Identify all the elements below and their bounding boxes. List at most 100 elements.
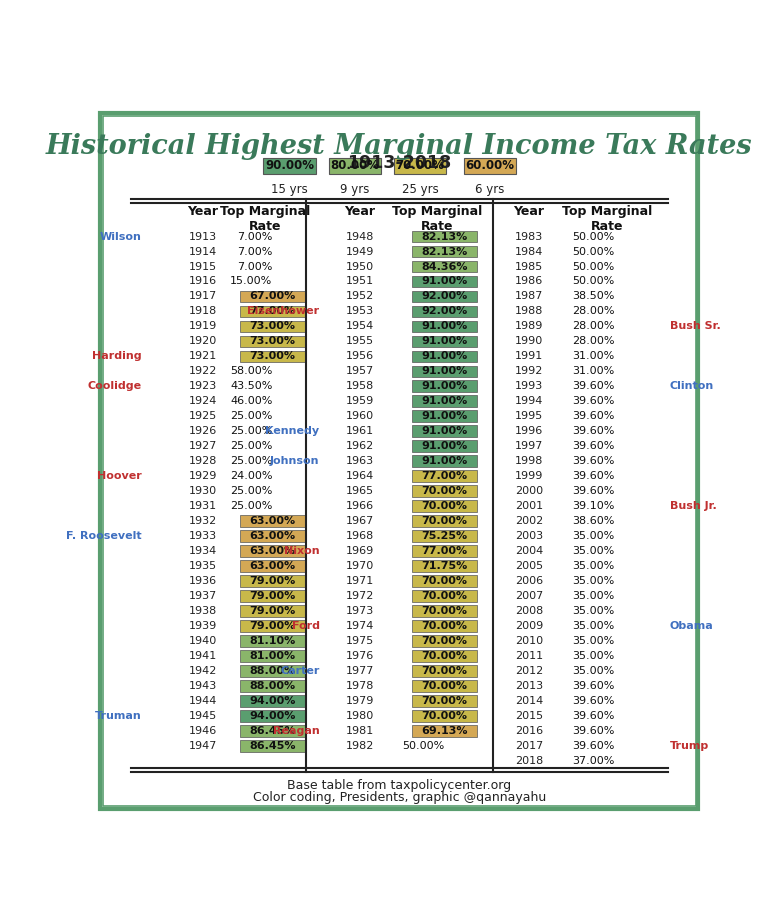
Text: 91.00%: 91.00% — [421, 426, 467, 436]
Text: 2011: 2011 — [515, 651, 543, 661]
Text: Truman: Truman — [95, 711, 142, 721]
Text: 73.00%: 73.00% — [249, 336, 295, 346]
Text: 1962: 1962 — [346, 441, 374, 451]
Text: 1982: 1982 — [346, 740, 374, 750]
Text: 1977: 1977 — [346, 666, 374, 676]
Text: 2004: 2004 — [515, 546, 543, 556]
Text: 35.00%: 35.00% — [573, 591, 615, 601]
Text: Color coding, Presidents, graphic @qannayahu: Color coding, Presidents, graphic @qanna… — [252, 792, 546, 804]
Text: 1981: 1981 — [346, 726, 374, 736]
Text: 1933: 1933 — [189, 531, 217, 541]
Text: 1935: 1935 — [189, 561, 217, 571]
Bar — [412, 290, 477, 302]
Bar — [240, 635, 305, 646]
Text: 43.50%: 43.50% — [230, 382, 273, 392]
Text: 35.00%: 35.00% — [573, 606, 615, 616]
Text: 37.00%: 37.00% — [573, 756, 615, 766]
Bar — [412, 231, 477, 243]
Text: 50.00%: 50.00% — [573, 232, 615, 242]
Text: 86.45%: 86.45% — [249, 740, 296, 750]
Bar — [412, 381, 477, 393]
Text: 2001: 2001 — [515, 501, 543, 511]
Bar — [412, 351, 477, 362]
Bar — [412, 261, 477, 272]
Bar — [240, 290, 305, 302]
Text: 1996: 1996 — [515, 426, 543, 436]
Text: 69.13%: 69.13% — [421, 726, 467, 736]
Text: 1954: 1954 — [346, 321, 374, 331]
Text: 1963: 1963 — [346, 456, 374, 467]
Text: 75.25%: 75.25% — [421, 531, 467, 541]
Text: 94.00%: 94.00% — [249, 696, 296, 706]
Text: Year: Year — [344, 205, 375, 218]
Bar — [412, 590, 477, 602]
Text: 35.00%: 35.00% — [573, 636, 615, 646]
Bar — [412, 365, 477, 377]
Text: 38.60%: 38.60% — [573, 516, 615, 526]
Text: 1932: 1932 — [189, 516, 217, 526]
Text: 50.00%: 50.00% — [402, 740, 445, 750]
Text: 1966: 1966 — [346, 501, 374, 511]
Text: 1993: 1993 — [515, 382, 543, 392]
Text: 79.00%: 79.00% — [249, 606, 295, 616]
Text: 1992: 1992 — [515, 366, 543, 376]
Bar — [412, 650, 477, 662]
Text: 70.00%: 70.00% — [421, 636, 467, 646]
Text: 2018: 2018 — [515, 756, 543, 766]
Text: 24.00%: 24.00% — [230, 471, 273, 481]
Text: 28.00%: 28.00% — [573, 321, 615, 331]
Text: 1939: 1939 — [189, 621, 217, 631]
Text: 1980: 1980 — [346, 711, 374, 721]
Text: 2007: 2007 — [515, 591, 543, 601]
Bar — [240, 710, 305, 721]
Text: 1961: 1961 — [346, 426, 374, 436]
Text: 91.00%: 91.00% — [421, 321, 467, 331]
Text: 70.00%: 70.00% — [421, 621, 467, 631]
Text: 1913-2018: 1913-2018 — [347, 154, 451, 172]
Text: 1936: 1936 — [189, 576, 217, 586]
Bar — [329, 158, 381, 173]
Text: 70.00%: 70.00% — [421, 666, 467, 676]
Text: 81.00%: 81.00% — [249, 651, 295, 661]
Text: 35.00%: 35.00% — [573, 621, 615, 631]
Text: Top Marginal
Rate: Top Marginal Rate — [392, 205, 482, 233]
Bar — [412, 500, 477, 512]
Bar — [412, 425, 477, 437]
Text: 35.00%: 35.00% — [573, 546, 615, 556]
Text: 25.00%: 25.00% — [230, 426, 273, 436]
Bar — [412, 695, 477, 707]
Bar — [240, 725, 305, 737]
Text: 39.60%: 39.60% — [573, 696, 615, 706]
Text: 50.00%: 50.00% — [573, 277, 615, 287]
Bar — [240, 605, 305, 617]
Text: 73.00%: 73.00% — [249, 352, 295, 362]
Text: 1919: 1919 — [189, 321, 217, 331]
Bar — [240, 665, 305, 677]
Text: 28.00%: 28.00% — [573, 307, 615, 317]
Text: 1934: 1934 — [189, 546, 217, 556]
Bar — [412, 411, 477, 422]
Bar — [412, 680, 477, 692]
Text: 2006: 2006 — [515, 576, 543, 586]
Text: 7.00%: 7.00% — [237, 232, 273, 242]
Text: Hoover: Hoover — [97, 471, 142, 481]
Text: 1989: 1989 — [515, 321, 543, 331]
Bar — [464, 158, 516, 173]
Text: 1927: 1927 — [189, 441, 217, 451]
Bar — [240, 515, 305, 527]
Text: 70.00%: 70.00% — [421, 591, 467, 601]
Text: 35.00%: 35.00% — [573, 531, 615, 541]
Text: 1986: 1986 — [515, 277, 543, 287]
Text: 1920: 1920 — [189, 336, 217, 346]
Text: 63.00%: 63.00% — [249, 546, 295, 556]
Text: 35.00%: 35.00% — [573, 651, 615, 661]
Text: 1960: 1960 — [346, 411, 374, 421]
Bar — [412, 336, 477, 347]
Text: 91.00%: 91.00% — [421, 366, 467, 376]
Text: 7.00%: 7.00% — [237, 247, 273, 257]
Text: 1947: 1947 — [189, 740, 217, 750]
Text: 1969: 1969 — [346, 546, 374, 556]
Text: 67.00%: 67.00% — [249, 291, 295, 301]
Bar — [412, 620, 477, 632]
Text: 1916: 1916 — [189, 277, 217, 287]
